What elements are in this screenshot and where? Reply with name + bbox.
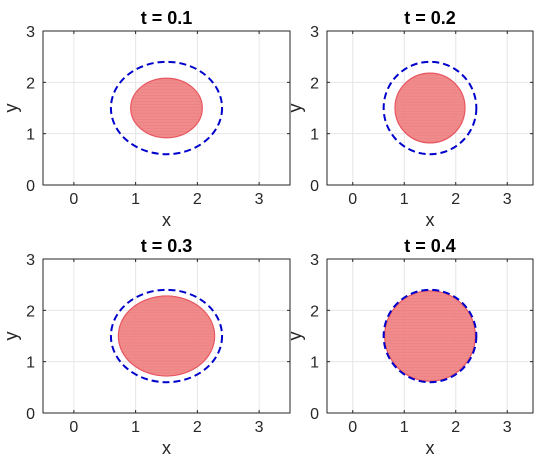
data-layer [382, 288, 478, 384]
y-tick-label: 1 [310, 355, 319, 372]
chart-title: t = 0.2 [404, 8, 456, 28]
x-tick-label: 2 [193, 419, 202, 436]
y-axis-label: y [285, 332, 305, 341]
data-layer [382, 60, 478, 156]
y-tick-label: 3 [26, 24, 35, 41]
y-tick-label: 3 [310, 252, 319, 269]
dashed-circle [382, 60, 478, 156]
x-tick-label: 2 [193, 191, 202, 208]
x-tick-label: 2 [451, 191, 460, 208]
x-tick-label: 0 [348, 419, 357, 436]
x-axis-label: x [426, 210, 435, 230]
x-axis-label: x [426, 438, 435, 458]
subplot-1: 0 1 2 3 0 1 2 3 t = 0.1 x y [1, 8, 291, 230]
y-tick-label: 2 [26, 303, 35, 320]
y-axis-label: y [1, 332, 21, 341]
x-tick-label: 0 [69, 419, 78, 436]
x-axis-label: x [162, 210, 171, 230]
y-tick-label: 1 [310, 127, 319, 144]
x-tick-label: 1 [131, 419, 140, 436]
y-tick-label: 2 [310, 75, 319, 92]
y-tick-label: 1 [26, 355, 35, 372]
x-tick-label: 1 [400, 419, 409, 436]
x-tick-label: 0 [348, 191, 357, 208]
dashed-circle [109, 60, 224, 156]
x-tick-label: 3 [255, 419, 264, 436]
axes-box [326, 258, 534, 414]
subplot-3: 0 1 2 3 0 1 2 3 t = 0.3 x y [1, 236, 291, 458]
chart-title: t = 0.1 [141, 8, 193, 28]
axes-box [42, 30, 291, 186]
dashed-circle [109, 288, 224, 384]
x-tick-label: 3 [255, 191, 264, 208]
y-tick-label: 0 [310, 406, 319, 423]
chart-title: t = 0.4 [404, 236, 456, 256]
data-layer [109, 288, 224, 384]
y-tick-label: 0 [310, 178, 319, 195]
y-tick-label: 3 [26, 252, 35, 269]
x-axis-label: x [162, 438, 171, 458]
x-tick-label: 0 [69, 191, 78, 208]
x-tick-label: 3 [503, 419, 512, 436]
axes-box [326, 30, 534, 186]
data-layer [109, 60, 224, 156]
subplot-4: 0 1 2 3 0 1 2 3 t = 0.4 x y [285, 236, 534, 458]
y-tick-label: 0 [26, 178, 35, 195]
y-axis-label: y [285, 104, 305, 113]
chart-title: t = 0.3 [141, 236, 193, 256]
y-axis-label: y [1, 104, 21, 113]
x-tick-label: 1 [400, 191, 409, 208]
y-tick-label: 3 [310, 24, 319, 41]
filled-region [130, 77, 203, 139]
axes-box [42, 258, 291, 414]
y-tick-label: 2 [26, 75, 35, 92]
x-tick-label: 3 [503, 191, 512, 208]
y-tick-label: 0 [26, 406, 35, 423]
x-tick-label: 1 [131, 191, 140, 208]
y-tick-label: 1 [26, 127, 35, 144]
subplot-2: 0 1 2 3 0 1 2 3 t = 0.2 x y [285, 8, 534, 230]
dashed-circle [382, 288, 478, 384]
y-tick-label: 2 [310, 303, 319, 320]
x-tick-label: 2 [451, 419, 460, 436]
